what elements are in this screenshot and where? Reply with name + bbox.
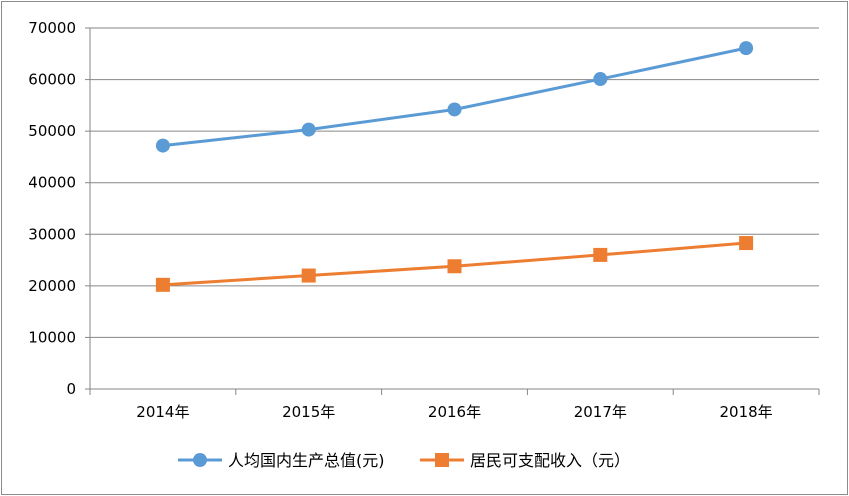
data-point xyxy=(593,72,608,87)
y-tick-label: 0 xyxy=(66,380,76,398)
x-tick-label: 2015年 xyxy=(282,403,335,421)
y-tick-label: 10000 xyxy=(28,328,76,346)
data-point xyxy=(301,122,316,137)
series-1 xyxy=(155,41,754,153)
y-tick-label: 70000 xyxy=(28,19,76,37)
legend-item-1: 人均国内生产总值(元) xyxy=(178,451,385,470)
legend: 人均国内生产总值(元) 居民可支配收入（元） xyxy=(178,451,630,470)
data-point xyxy=(155,138,170,153)
data-point xyxy=(447,259,462,274)
axes xyxy=(85,27,820,395)
x-tick-label: 2017年 xyxy=(574,403,627,421)
data-point xyxy=(593,247,608,262)
y-tick-label: 30000 xyxy=(28,225,76,243)
y-tick-label: 40000 xyxy=(28,174,76,192)
x-tick-label: 2018年 xyxy=(720,403,773,421)
legend-item-2: 居民可支配收入（元） xyxy=(420,451,630,470)
legend-label: 人均国内生产总值(元) xyxy=(228,451,385,470)
x-tick-labels: 2014年 2015年 2016年 2017年 2018年 xyxy=(136,403,772,421)
x-tick-label: 2016年 xyxy=(428,403,481,421)
data-point xyxy=(155,277,170,292)
y-tick-label: 60000 xyxy=(28,71,76,89)
data-point xyxy=(739,236,754,251)
legend-label: 居民可支配收入（元） xyxy=(470,451,630,470)
y-tick-labels: 0 10000 20000 30000 40000 50000 60000 70000 xyxy=(28,19,76,398)
grid-lines xyxy=(90,27,819,338)
series-2 xyxy=(155,236,754,292)
data-point xyxy=(447,102,462,117)
data-point xyxy=(739,41,754,56)
legend-marker xyxy=(193,453,207,467)
y-tick-label: 50000 xyxy=(28,122,76,140)
legend-marker xyxy=(435,453,449,467)
x-tick-label: 2014年 xyxy=(136,403,189,421)
data-point xyxy=(301,268,316,283)
series-layer xyxy=(155,41,754,292)
y-tick-label: 20000 xyxy=(28,277,76,295)
